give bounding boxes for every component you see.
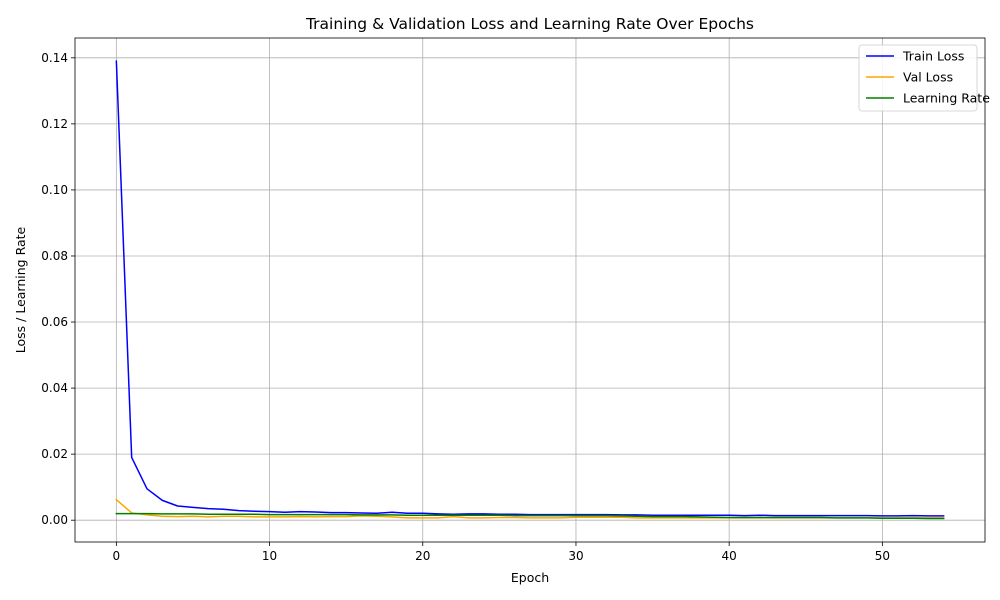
y-tick-label: 0.00 [41,513,68,527]
y-tick-label: 0.04 [41,381,68,395]
legend-label: Train Loss [902,49,964,64]
x-tick-label: 10 [262,549,277,563]
legend: Train Loss Val Loss Learning Rate [858,44,990,112]
y-tick-label: 0.06 [41,315,68,329]
grid-lines [75,38,985,542]
legend-label: Val Loss [903,70,953,85]
y-tick-label: 0.14 [41,51,68,65]
x-tick-label: 40 [722,549,737,563]
y-axis-ticks: 0.00 0.02 0.04 0.06 0.08 0.10 0.12 0.14 [41,51,75,527]
y-tick-label: 0.12 [41,117,68,131]
x-axis-label: Epoch [511,570,549,585]
x-tick-label: 20 [415,549,430,563]
series-lines [115,60,945,520]
x-tick-label: 50 [875,549,890,563]
series-line-learning-rate [115,512,945,520]
y-tick-label: 0.08 [41,249,68,263]
plot-area-frame [74,37,986,543]
x-tick-label: 30 [568,549,583,563]
series-line-train-loss [115,60,945,517]
y-tick-label: 0.02 [41,447,68,461]
x-axis-ticks: 0 10 20 30 40 50 [113,542,890,563]
y-tick-label: 0.10 [41,183,68,197]
chart-title: Training & Validation Loss and Learning … [305,15,754,33]
y-axis-label: Loss / Learning Rate [13,226,28,353]
legend-box [858,44,978,112]
legend-label: Learning Rate [903,91,990,106]
x-tick-label: 0 [113,549,121,563]
